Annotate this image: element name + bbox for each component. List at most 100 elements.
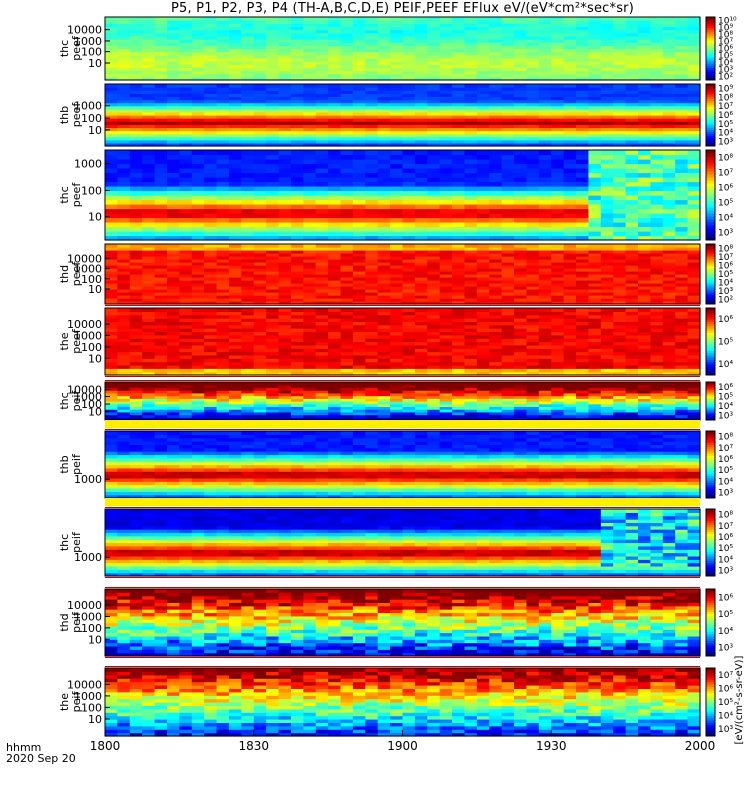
heatmap-cell	[390, 181, 404, 187]
heatmap-cell	[253, 111, 267, 116]
heatmap-cell	[675, 195, 689, 201]
heatmap-cell	[452, 64, 466, 68]
heatmap-cell	[241, 73, 255, 78]
heatmap-cell	[142, 208, 156, 214]
heatmap-cell	[315, 250, 329, 254]
heatmap-cell	[526, 186, 540, 192]
heatmap-cell	[514, 226, 528, 232]
heatmap-cell	[241, 308, 255, 312]
heatmap-cell	[514, 70, 528, 75]
heatmap-cell	[538, 292, 552, 296]
heatmap-cell	[464, 186, 478, 192]
heatmap-cell	[179, 265, 193, 269]
heatmap-cell	[427, 121, 441, 125]
heatmap-cell	[526, 20, 540, 24]
heatmap-cell	[154, 324, 168, 329]
heatmap-cell	[216, 247, 230, 251]
heatmap-cell	[352, 324, 366, 329]
heatmap-cell	[427, 51, 441, 56]
heatmap-cell	[142, 76, 156, 81]
heatmap-cell	[588, 274, 602, 278]
heatmap-cell	[464, 26, 478, 31]
heatmap-cell	[650, 139, 664, 144]
heatmap-cell	[600, 268, 614, 272]
heatmap-cell	[328, 195, 342, 201]
heatmap-cell	[514, 105, 528, 110]
heatmap-cell	[365, 226, 379, 232]
heatmap-cell	[526, 368, 540, 373]
heatmap-cell	[588, 328, 602, 333]
heatmap-cell	[501, 163, 515, 169]
heatmap-cell	[600, 344, 614, 349]
heatmap-cell	[142, 17, 156, 21]
heatmap-cell	[204, 348, 218, 353]
heatmap-cell	[266, 67, 280, 72]
heatmap-cell	[501, 190, 515, 196]
heatmap-cell	[514, 115, 528, 119]
heatmap-cell	[625, 163, 639, 169]
heatmap-cell	[452, 308, 466, 312]
heatmap-cell	[340, 139, 354, 144]
heatmap-cell	[253, 321, 267, 326]
heatmap-cell	[600, 61, 614, 65]
heatmap-cell	[650, 259, 664, 263]
heatmap-cell	[414, 102, 428, 107]
heatmap-cell	[464, 181, 478, 187]
heatmap-cell	[514, 289, 528, 293]
heatmap-cell	[117, 324, 131, 329]
heatmap-cell	[216, 64, 230, 68]
heatmap-cell	[204, 311, 218, 316]
heatmap-cell	[290, 348, 304, 353]
heatmap-cell	[179, 67, 193, 72]
heatmap-cell	[600, 371, 614, 376]
heatmap-cell	[117, 108, 131, 113]
heatmap-cell	[526, 213, 540, 219]
heatmap-cell	[414, 51, 428, 56]
heatmap-cell	[352, 199, 366, 205]
heatmap-cell	[117, 142, 131, 147]
heatmap-cell	[154, 168, 168, 174]
heatmap-cell	[390, 283, 404, 287]
heatmap-cell	[253, 163, 267, 169]
heatmap-cell	[204, 328, 218, 333]
colorbar-cell	[706, 94, 715, 97]
colorbar-cell	[706, 86, 715, 89]
heatmap-cell	[117, 247, 131, 251]
heatmap-cell	[204, 289, 218, 293]
heatmap-cell	[204, 90, 218, 94]
heatmap-cell	[414, 136, 428, 141]
colorbar-cell	[706, 52, 715, 56]
heatmap-cell	[414, 163, 428, 169]
heatmap-cell	[166, 64, 180, 68]
heatmap-cell	[538, 39, 552, 43]
heatmap-cell	[650, 331, 664, 336]
heatmap-cell	[352, 115, 366, 119]
heatmap-cell	[489, 361, 503, 366]
heatmap-cell	[290, 283, 304, 287]
heatmap-cell	[390, 308, 404, 312]
heatmap-cell	[489, 51, 503, 56]
heatmap-cell	[464, 99, 478, 104]
heatmap-cell	[191, 364, 205, 369]
colorbar-cell	[706, 44, 715, 47]
heatmap-cell	[365, 102, 379, 107]
heatmap-cell	[142, 199, 156, 205]
heatmap-cell	[154, 195, 168, 201]
heatmap-cell	[588, 67, 602, 72]
heatmap-cell	[352, 213, 366, 219]
heatmap-cell	[365, 139, 379, 144]
heatmap-cell	[687, 45, 701, 50]
heatmap-cell	[538, 250, 552, 254]
heatmap-cell	[377, 61, 391, 65]
heatmap-cell	[476, 348, 490, 353]
heatmap-cell	[662, 298, 676, 302]
heatmap-cell	[427, 159, 441, 165]
heatmap-cell	[489, 226, 503, 232]
heatmap-cell	[526, 35, 540, 40]
heatmap-cell	[489, 328, 503, 333]
heatmap-cell	[365, 172, 379, 178]
heatmap-cell	[514, 102, 528, 107]
heatmap-cell	[613, 111, 627, 116]
heatmap-cell	[476, 324, 490, 329]
colorbar-cell	[706, 40, 715, 43]
